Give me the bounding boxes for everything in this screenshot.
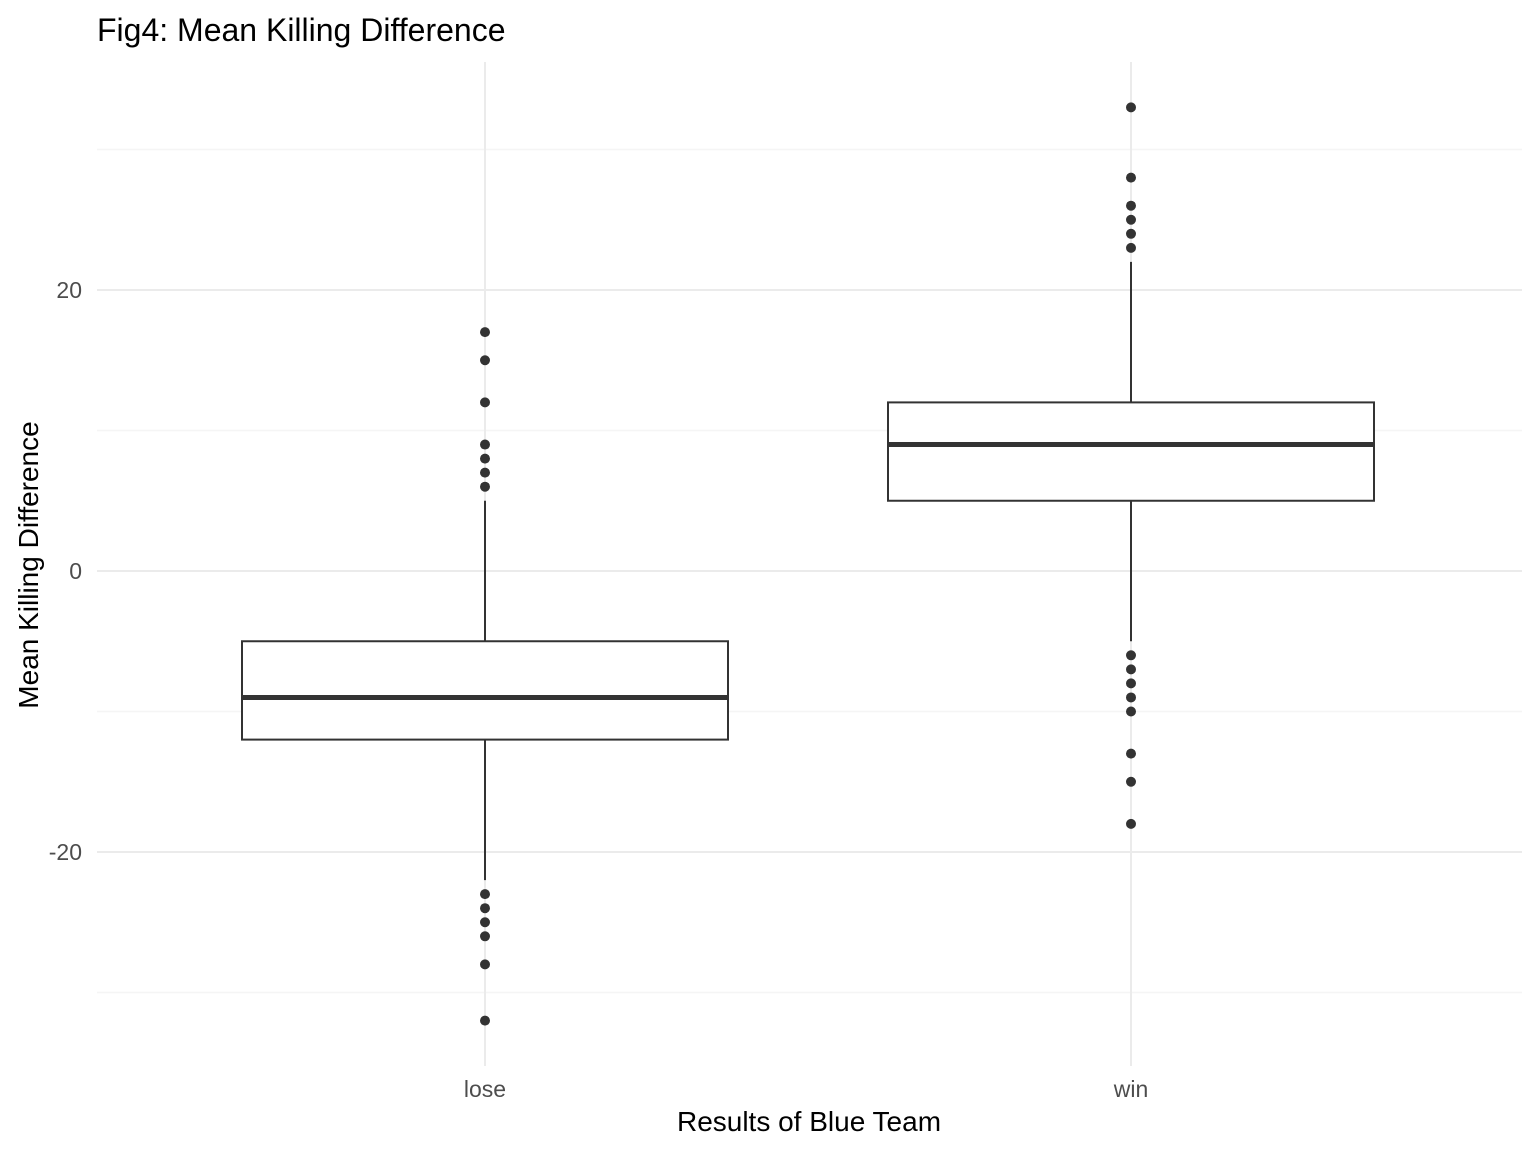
iqr-box	[887, 401, 1375, 502]
outlier-point	[1126, 818, 1136, 829]
outlier-point	[480, 355, 490, 366]
y-tick-label: -20	[49, 839, 82, 865]
outlier-point	[1126, 228, 1136, 239]
outlier-point	[480, 453, 490, 464]
outlier-point	[480, 481, 490, 492]
y-tick-label: 20	[56, 277, 82, 303]
x-axis-title: Results of Blue Team	[677, 1106, 941, 1137]
x-tick-label-win: win	[1113, 1076, 1149, 1102]
outlier-point	[480, 327, 490, 338]
outlier-point	[1126, 692, 1136, 703]
box-lose	[241, 327, 729, 1026]
outlier-point	[1126, 706, 1136, 717]
iqr-box	[241, 640, 729, 741]
y-tick-label: 0	[69, 558, 82, 584]
outlier-point	[1126, 172, 1136, 183]
grid-layer	[97, 62, 1522, 1066]
x-tick-label-lose: lose	[464, 1076, 506, 1102]
box-layer	[241, 102, 1375, 1026]
outlier-point	[1126, 748, 1136, 759]
outlier-point	[480, 917, 490, 928]
outlier-point	[480, 889, 490, 900]
outlier-point	[1126, 214, 1136, 225]
outlier-point	[480, 467, 490, 478]
outlier-point	[480, 439, 490, 450]
outlier-point	[480, 903, 490, 914]
outlier-point	[1126, 678, 1136, 689]
outlier-point	[1126, 242, 1136, 253]
tick-layer: -20 0 20 lose win	[49, 277, 1149, 1102]
outlier-point	[1126, 650, 1136, 661]
outlier-point	[480, 397, 490, 408]
outlier-point	[1126, 776, 1136, 787]
chart-title: Fig4: Mean Killing Difference	[97, 12, 506, 48]
outlier-point	[1126, 200, 1136, 211]
outlier-point	[480, 931, 490, 942]
outlier-point	[1126, 102, 1136, 113]
outlier-point	[480, 959, 490, 970]
y-axis-title: Mean Killing Difference	[13, 421, 44, 708]
outlier-point	[1126, 664, 1136, 675]
box-win	[887, 102, 1375, 829]
outlier-point	[480, 1015, 490, 1026]
